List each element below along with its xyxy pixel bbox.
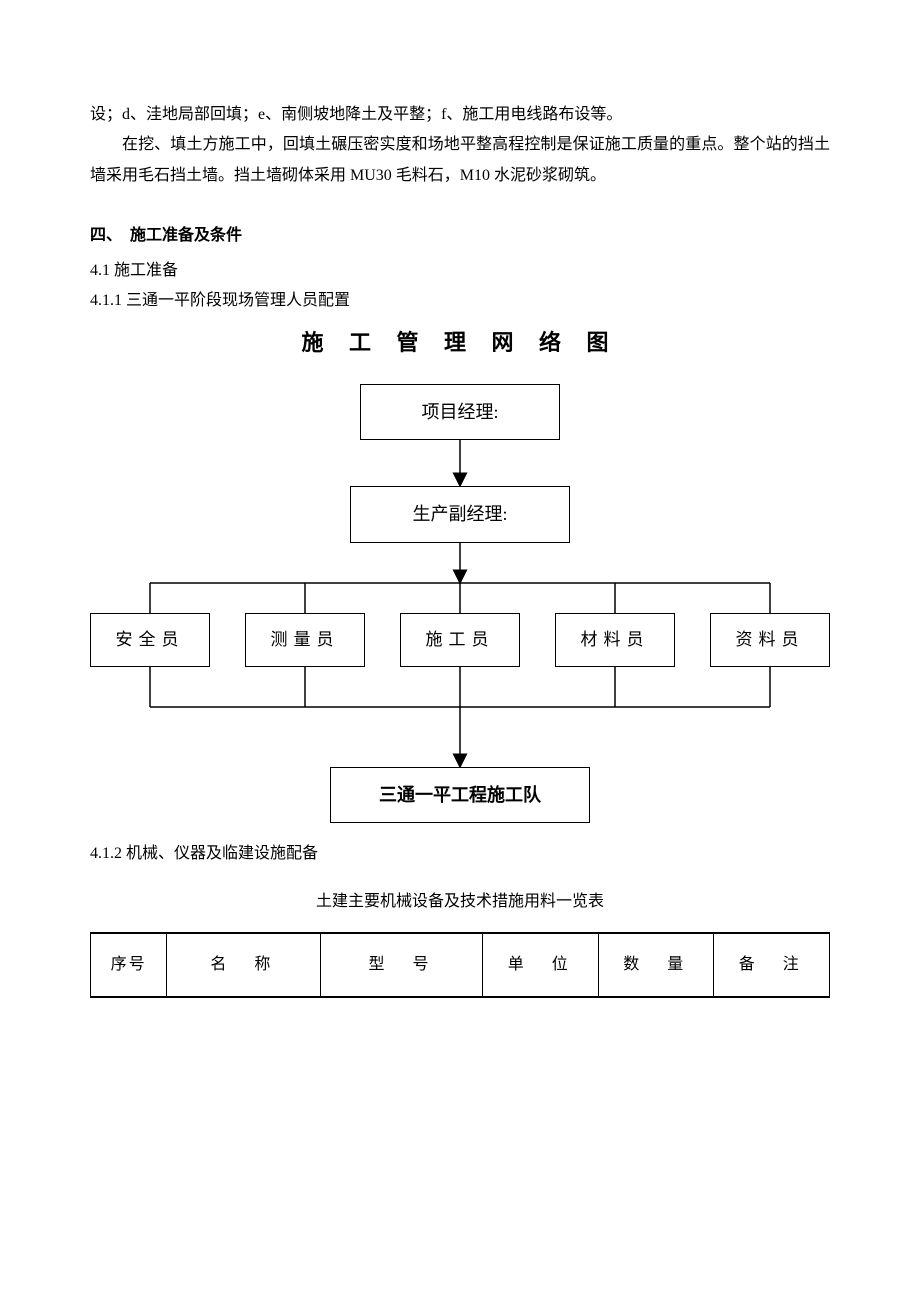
equipment-table-title: 土建主要机械设备及技术措施用料一览表 [90, 887, 830, 917]
node-project-manager: 项目经理: [360, 384, 560, 440]
body-para-2: 在挖、填土方施工中，回填土碾压密实度和场地平整高程控制是保证施工质量的重点。整个… [90, 130, 830, 191]
page: 设；d、洼地局部回填；e、南侧坡地降土及平整；f、施工用电线路布设等。 在挖、填… [0, 0, 920, 1058]
role-document: 资料员 [710, 613, 830, 667]
body-para-1: 设；d、洼地局部回填；e、南侧坡地降土及平整；f、施工用电线路布设等。 [90, 100, 830, 130]
connector-vpm-to-roles [90, 543, 830, 613]
connector-pm-to-vpm [90, 440, 830, 486]
section-4-heading: 四、 施工准备及条件 [90, 221, 830, 251]
section-4-1-1: 4.1.1 三通一平阶段现场管理人员配置 [90, 286, 830, 316]
org-chart-title: 施 工 管 理 网 络 图 [90, 322, 830, 364]
th-qty: 数 量 [598, 933, 714, 997]
equipment-table: 序号 名 称 型 号 单 位 数 量 备 注 [90, 932, 830, 998]
role-survey: 测量员 [245, 613, 365, 667]
th-remark: 备 注 [714, 933, 830, 997]
th-seq: 序号 [91, 933, 167, 997]
th-unit: 单 位 [483, 933, 599, 997]
node-team: 三通一平工程施工队 [330, 767, 590, 823]
connector-roles-to-team [90, 667, 830, 767]
role-safety: 安全员 [90, 613, 210, 667]
th-model: 型 号 [320, 933, 483, 997]
role-builder: 施工员 [400, 613, 520, 667]
node-project-manager-label: 项目经理: [421, 395, 498, 429]
role-material: 材料员 [555, 613, 675, 667]
org-chart: 项目经理: 生产副经理: [90, 384, 830, 823]
th-name: 名 称 [167, 933, 320, 997]
node-vice-manager-label: 生产副经理: [412, 497, 507, 531]
node-team-label: 三通一平工程施工队 [379, 778, 541, 812]
node-vice-manager: 生产副经理: [350, 486, 570, 542]
equipment-table-header-row: 序号 名 称 型 号 单 位 数 量 备 注 [91, 933, 830, 997]
section-4-1: 4.1 施工准备 [90, 256, 830, 286]
section-4-1-2: 4.1.2 机械、仪器及临建设施配备 [90, 839, 830, 869]
roles-row: 安全员 测量员 施工员 材料员 资料员 [90, 613, 830, 667]
